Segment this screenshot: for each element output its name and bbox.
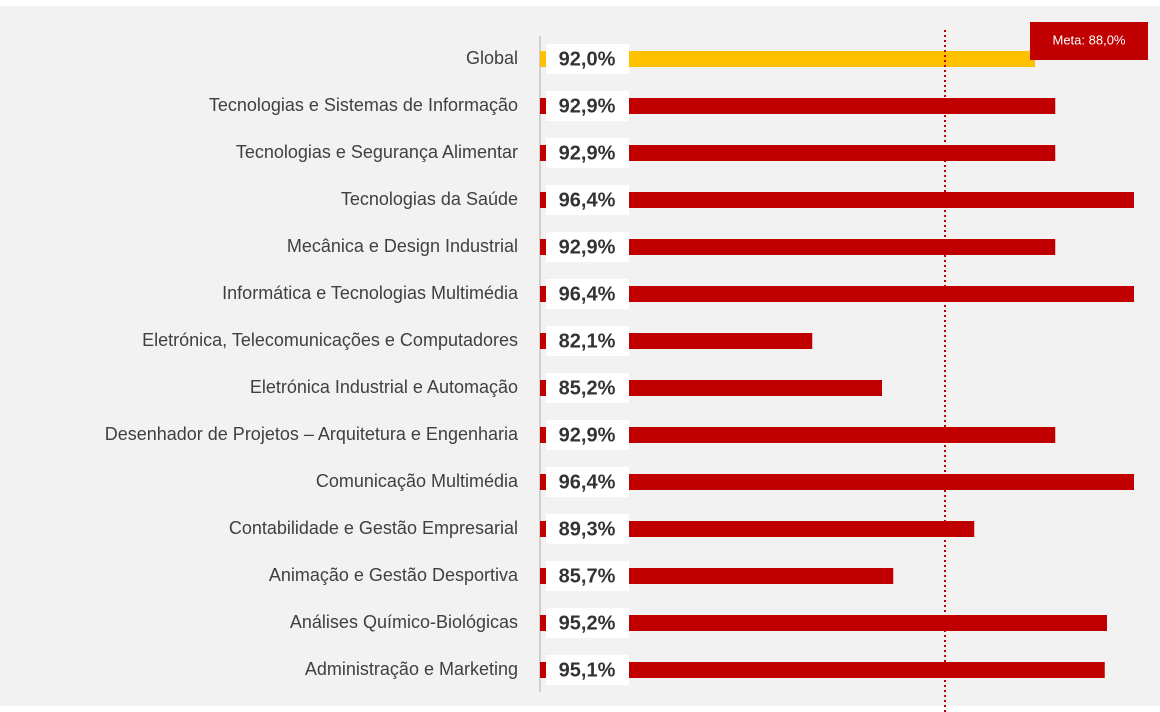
value-label: 89,3% bbox=[559, 518, 616, 540]
value-label-box bbox=[546, 326, 629, 356]
value-label-box bbox=[546, 514, 629, 544]
value-label-box bbox=[546, 655, 629, 685]
value-label: 96,4% bbox=[559, 471, 616, 493]
value-label-box bbox=[546, 467, 629, 497]
value-label: 85,2% bbox=[559, 377, 616, 399]
category-label: Comunicação Multimédia bbox=[316, 471, 519, 491]
category-label: Tecnologias da Saúde bbox=[341, 189, 518, 209]
value-label: 82,1% bbox=[559, 330, 616, 352]
bar bbox=[540, 662, 1105, 678]
value-label-box bbox=[546, 232, 629, 262]
category-label: Animação e Gestão Desportiva bbox=[269, 565, 519, 585]
category-label: Análises Químico-Biológicas bbox=[290, 612, 518, 632]
bar bbox=[540, 521, 975, 537]
value-label-box bbox=[546, 185, 629, 215]
category-label: Contabilidade e Gestão Empresarial bbox=[229, 518, 518, 538]
value-label: 92,9% bbox=[559, 424, 616, 446]
value-label-box bbox=[546, 138, 629, 168]
bar bbox=[540, 239, 1056, 255]
value-label: 85,7% bbox=[559, 565, 616, 587]
value-label: 96,4% bbox=[559, 189, 616, 211]
value-label: 92,9% bbox=[559, 142, 616, 164]
value-label: 96,4% bbox=[559, 283, 616, 305]
target-box bbox=[1030, 22, 1148, 60]
value-label: 95,2% bbox=[559, 612, 616, 634]
target-label: Meta: 88,0% bbox=[1053, 32, 1126, 47]
value-label: 92,0% bbox=[559, 48, 616, 70]
value-label-box bbox=[546, 608, 629, 638]
category-label: Eletrónica, Telecomunicações e Computado… bbox=[142, 330, 518, 350]
value-label-box bbox=[546, 561, 629, 591]
bar bbox=[540, 145, 1056, 161]
bar bbox=[540, 192, 1134, 208]
bar bbox=[540, 98, 1056, 114]
bar bbox=[540, 474, 1134, 490]
category-label: Desenhador de Projetos – Arquitetura e E… bbox=[105, 424, 519, 444]
value-label-box bbox=[546, 420, 629, 450]
bar bbox=[540, 51, 1035, 67]
category-label: Mecânica e Design Industrial bbox=[287, 236, 518, 256]
category-label: Eletrónica Industrial e Automação bbox=[250, 377, 518, 397]
value-label-box bbox=[546, 91, 629, 121]
value-label: 92,9% bbox=[559, 95, 616, 117]
value-label-box bbox=[546, 373, 629, 403]
category-label: Tecnologias e Sistemas de Informação bbox=[209, 95, 518, 115]
value-label: 95,1% bbox=[559, 659, 616, 681]
category-label: Global bbox=[466, 48, 518, 68]
bar bbox=[540, 615, 1107, 631]
bar bbox=[540, 427, 1056, 443]
bar bbox=[540, 286, 1134, 302]
value-label: 92,9% bbox=[559, 236, 616, 258]
category-label: Administração e Marketing bbox=[305, 659, 518, 679]
category-label: Informática e Tecnologias Multimédia bbox=[222, 283, 519, 303]
category-label: Tecnologias e Segurança Alimentar bbox=[236, 142, 518, 162]
value-label-box bbox=[546, 44, 629, 74]
value-label-box bbox=[546, 279, 629, 309]
